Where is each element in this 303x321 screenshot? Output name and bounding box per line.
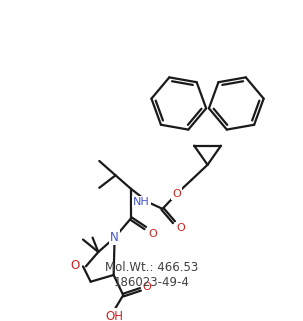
Text: OH: OH xyxy=(106,310,124,321)
Text: NH: NH xyxy=(133,197,150,207)
Text: O: O xyxy=(143,282,152,292)
Text: O: O xyxy=(71,259,80,272)
Text: Mol.Wt.: 466.53: Mol.Wt.: 466.53 xyxy=(105,261,198,274)
Text: 186023-49-4: 186023-49-4 xyxy=(114,276,190,289)
Text: O: O xyxy=(172,188,181,199)
Text: O: O xyxy=(176,223,185,233)
Text: O: O xyxy=(148,229,157,239)
Text: N: N xyxy=(110,231,119,244)
